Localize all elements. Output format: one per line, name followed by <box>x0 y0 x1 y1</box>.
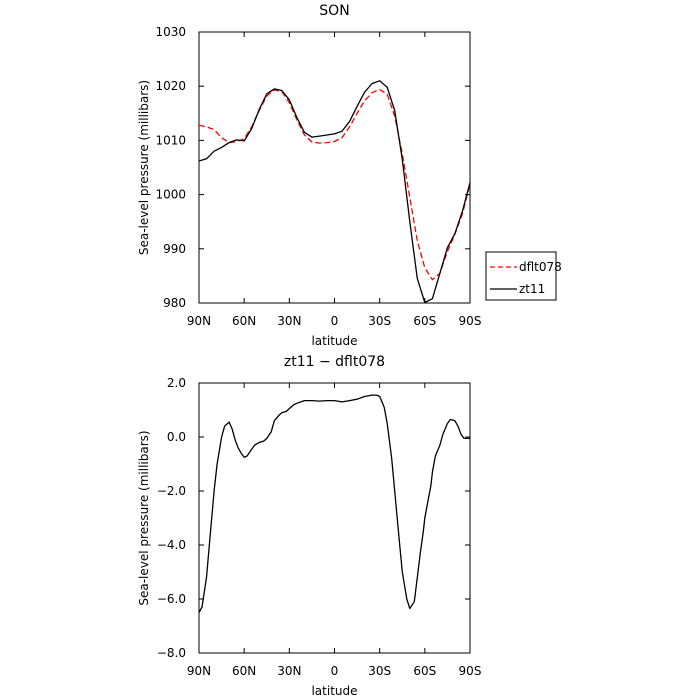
x-tick-label: 90S <box>459 664 482 678</box>
y-tick-label: 1010 <box>155 133 186 147</box>
y-tick-label: 990 <box>163 242 186 256</box>
series-line-difference <box>198 394 470 613</box>
plot-frame <box>198 382 471 654</box>
series-line-dflt078 <box>198 88 471 281</box>
y-tick-label: −8.0 <box>157 646 186 660</box>
chart-son: 90N 60N 30N 0 30S 60S 90S 980 990 1000 1010 1020 103… <box>137 3 562 348</box>
x-tick-label: 60S <box>413 314 436 328</box>
y-axis-label: Sea-level pressure (millibars) <box>137 80 151 255</box>
y-tick-label: 1030 <box>155 25 186 39</box>
y-tick-label: 980 <box>163 296 186 310</box>
chart-difference: 90N 60N 30N 0 30S 60S 90S −8.0 −6.0 −4.0 −2.0 0.0 2.… <box>137 354 481 698</box>
legend-label-zt11: zt11 <box>519 282 545 296</box>
y-tick-label: 0.0 <box>167 430 186 444</box>
x-tick-label: 30S <box>368 664 391 678</box>
series-line-zt11 <box>198 80 471 304</box>
x-tick-label: 30S <box>368 314 391 328</box>
x-tick-label: 60N <box>232 314 256 328</box>
legend-box <box>485 251 557 301</box>
chart-title: zt11 − dflt078 <box>284 354 385 370</box>
plot-frame <box>198 31 471 304</box>
x-tick-label: 0 <box>331 314 339 328</box>
x-axis-label: latitude <box>311 334 357 348</box>
y-tick-label: 1020 <box>155 79 186 93</box>
x-tick-label: 30N <box>277 664 301 678</box>
x-tick-label: 30N <box>277 314 301 328</box>
x-tick-label: 0 <box>331 664 339 678</box>
x-tick-label: 90N <box>187 314 211 328</box>
x-axis-label: latitude <box>311 684 357 698</box>
y-tick-label: 1000 <box>155 188 186 202</box>
y-axis-label: Sea-level pressure (millibars) <box>137 430 151 605</box>
y-tick-label: −4.0 <box>157 538 186 552</box>
y-tick-label: −6.0 <box>157 592 186 606</box>
x-tick-label: 60S <box>413 664 436 678</box>
chart-title: SON <box>319 3 349 19</box>
y-tick-label: 2.0 <box>167 376 186 390</box>
x-tick-label: 90N <box>187 664 211 678</box>
y-tick-label: −2.0 <box>157 484 186 498</box>
legend-label-dflt078: dflt078 <box>519 260 562 274</box>
x-tick-label: 60N <box>232 664 256 678</box>
x-tick-label: 90S <box>459 314 482 328</box>
